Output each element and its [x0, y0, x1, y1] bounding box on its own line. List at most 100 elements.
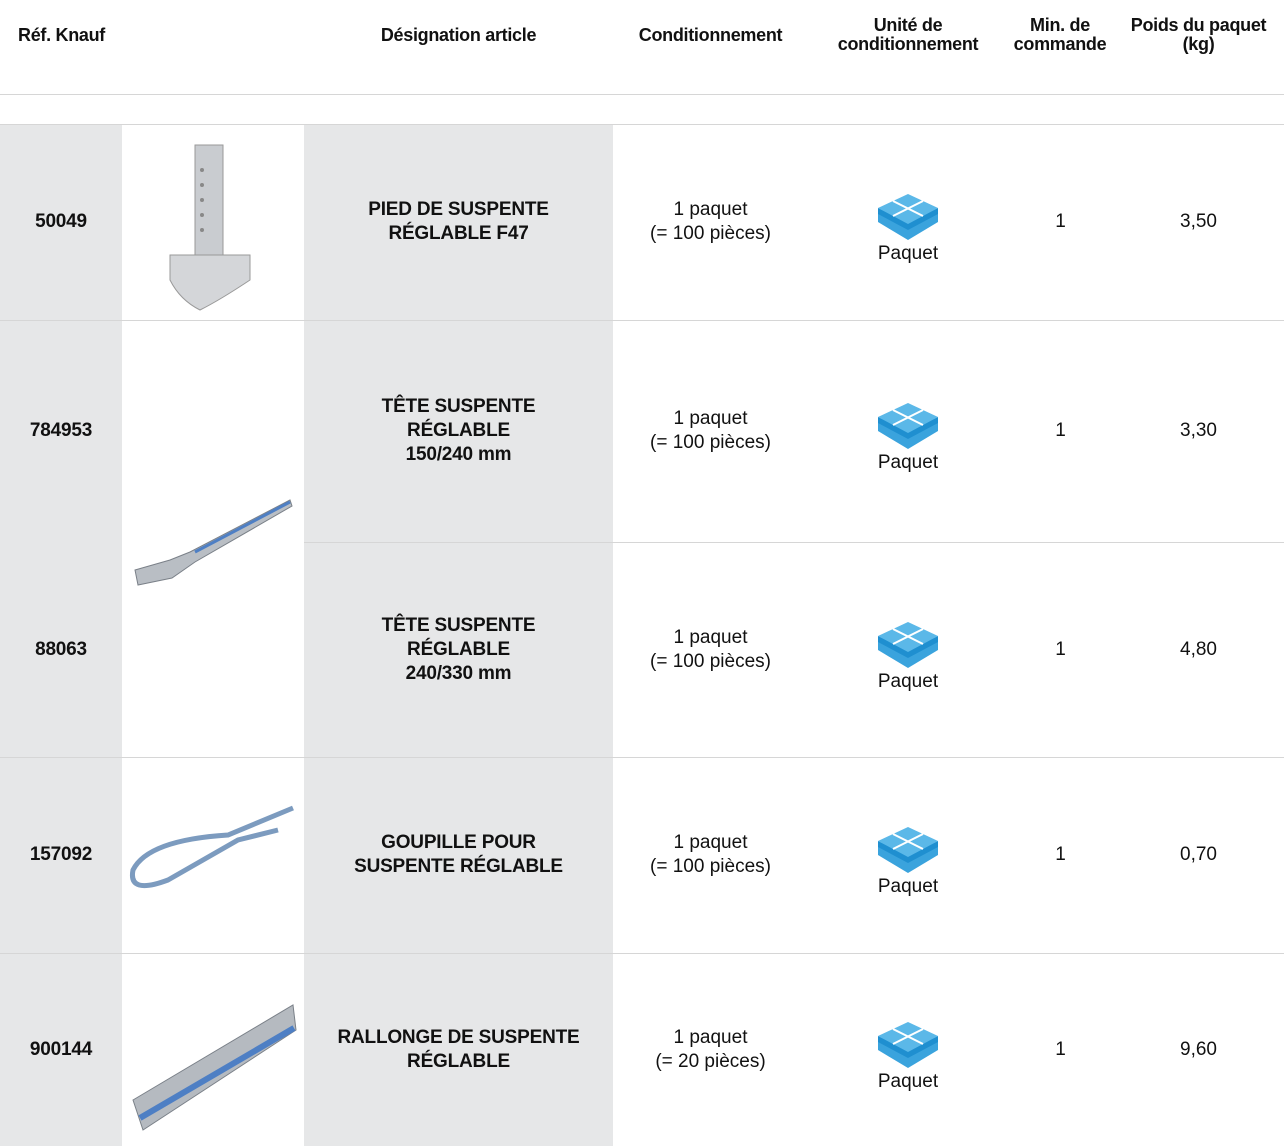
header-cell: Conditionnement — [613, 10, 808, 60]
product-image — [132, 1004, 297, 1131]
header-text: Min. de — [1030, 15, 1090, 35]
header-cell: Min. de commande — [1000, 10, 1120, 60]
packaging: 1 paquet — [673, 408, 748, 429]
min-order: 1 — [1055, 638, 1066, 660]
designation: RÉGLABLE — [407, 1050, 510, 1072]
designation: PIED DE SUSPENTE — [368, 199, 549, 220]
packaging-cell: 1 paquet (= 100 pièces) — [613, 320, 808, 542]
package-icon — [878, 621, 938, 668]
header-text: Poids du paquet — [1130, 15, 1267, 35]
min-cell: 1 — [1008, 124, 1113, 320]
ref-cell: 88063 — [0, 542, 122, 757]
body-rule — [0, 124, 1284, 125]
designation-cell: RALLONGE DE SUSPENTE RÉGLABLE — [304, 953, 613, 1146]
ref: 784953 — [29, 420, 93, 441]
unit-cell: Paquet — [808, 542, 1008, 757]
unit: Paquet — [877, 1070, 939, 1092]
package-icon — [878, 1021, 938, 1068]
ref-cell: 50049 — [0, 124, 122, 320]
packaging: 1 paquet — [673, 626, 748, 648]
package-icon — [878, 827, 938, 873]
min-cell: 1 — [1008, 953, 1113, 1146]
packaging: (= 20 pièces) — [655, 1050, 766, 1072]
header-text: Réf. Knauf — [18, 24, 106, 45]
unit: Paquet — [877, 876, 939, 897]
unit-cell: Paquet — [808, 757, 1008, 953]
ref: 157092 — [29, 844, 93, 865]
header-cell: Poids du paquet (kg) — [1113, 10, 1284, 60]
min-cell: 1 — [1008, 542, 1113, 757]
header-cell: Désignation article — [304, 10, 613, 60]
min-cell: 1 — [1008, 757, 1113, 953]
row-rule — [0, 320, 1284, 321]
header-cell: Réf. Knauf — [0, 10, 140, 60]
designation: RALLONGE DE SUSPENTE — [337, 1026, 580, 1048]
unit-cell: Paquet — [808, 320, 1008, 542]
row-rule — [0, 953, 1284, 954]
weight: 3,50 — [1180, 211, 1217, 232]
ref: 88063 — [35, 638, 87, 660]
unit-cell: Paquet — [808, 124, 1008, 320]
header-cell: Unité de conditionnement — [808, 10, 1008, 60]
designation: GOUPILLE POUR — [381, 832, 536, 853]
packaging-cell: 1 paquet (= 100 pièces) — [613, 757, 808, 953]
designation: TÊTE SUSPENTE — [381, 396, 536, 417]
header-text: (kg) — [1182, 34, 1215, 54]
ref-cell: 157092 — [0, 757, 122, 953]
designation: 150/240 mm — [405, 444, 512, 465]
product-image — [134, 499, 293, 586]
designation: SUSPENTE RÉGLABLE — [354, 856, 563, 877]
header-text: Désignation article — [380, 24, 537, 45]
unit-cell: Paquet — [808, 953, 1008, 1146]
min-order: 1 — [1055, 420, 1066, 441]
min-order: 1 — [1055, 211, 1066, 232]
header-text: Conditionnement — [638, 24, 783, 45]
designation: RÉGLABLE — [407, 420, 510, 441]
packaging: 1 paquet — [673, 199, 748, 220]
header-text: commande — [1013, 34, 1107, 54]
weight: 4,80 — [1180, 638, 1217, 660]
min-cell: 1 — [1008, 320, 1113, 542]
header-text: conditionnement — [837, 34, 979, 54]
designation: TÊTE SUSPENTE — [381, 614, 536, 636]
designation: 240/330 mm — [405, 662, 512, 684]
designation-cell: TÊTE SUSPENTE RÉGLABLE 240/330 mm — [304, 542, 613, 757]
packaging: (= 100 pièces) — [650, 856, 771, 877]
designation-cell: PIED DE SUSPENTE RÉGLABLE F47 — [304, 124, 613, 320]
row-rule — [0, 757, 1284, 758]
packaging-cell: 1 paquet (= 100 pièces) — [613, 542, 808, 757]
packaging: 1 paquet — [673, 1026, 748, 1048]
packaging: (= 100 pièces) — [650, 650, 771, 672]
designation-cell: TÊTE SUSPENTE RÉGLABLE 150/240 mm — [304, 320, 613, 542]
min-order: 1 — [1055, 1038, 1066, 1060]
designation-cell: GOUPILLE POUR SUSPENTE RÉGLABLE — [304, 757, 613, 953]
header-text: Unité de — [873, 15, 943, 35]
weight: 0,70 — [1180, 844, 1217, 865]
ref-column-bg — [0, 124, 122, 1146]
product-image — [129, 805, 294, 889]
weight: 9,60 — [1180, 1038, 1217, 1060]
unit: Paquet — [877, 452, 939, 473]
packaging: (= 100 pièces) — [650, 223, 771, 244]
ref: 900144 — [29, 1038, 93, 1060]
designation-column-bg — [304, 124, 613, 1146]
weight: 3,30 — [1180, 420, 1217, 441]
unit: Paquet — [877, 670, 939, 692]
package-icon — [878, 194, 938, 240]
packaging: (= 100 pièces) — [650, 432, 771, 453]
packaging: 1 paquet — [673, 832, 748, 853]
header-rule — [0, 94, 1284, 95]
product-image — [169, 144, 251, 311]
ref-cell: 900144 — [0, 953, 122, 1146]
min-order: 1 — [1055, 844, 1066, 865]
packaging-cell: 1 paquet (= 20 pièces) — [613, 953, 808, 1146]
weight-cell: 3,50 — [1113, 124, 1284, 320]
weight-cell: 4,80 — [1113, 542, 1284, 757]
ref-cell: 784953 — [0, 320, 122, 542]
weight-cell: 9,60 — [1113, 953, 1284, 1146]
weight-cell: 3,30 — [1113, 320, 1284, 542]
weight-cell: 0,70 — [1113, 757, 1284, 953]
package-icon — [878, 403, 938, 449]
unit: Paquet — [877, 243, 939, 264]
